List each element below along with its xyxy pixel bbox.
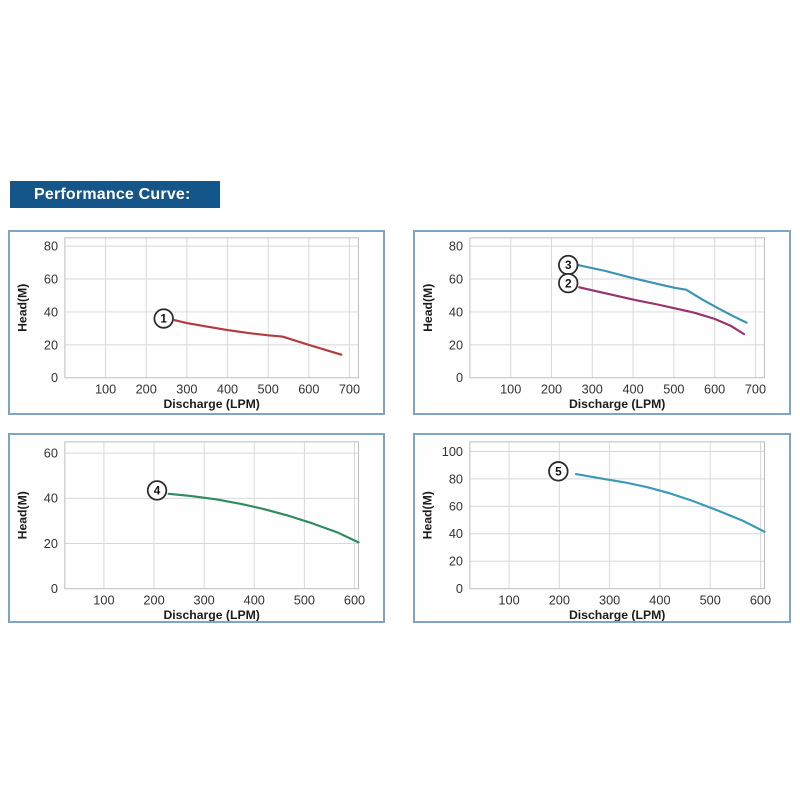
y-tick-label: 60 (449, 499, 463, 514)
y-tick-label: 20 (449, 554, 463, 569)
x-tick-label: 100 (498, 592, 519, 607)
curve-label-1: 1 (153, 308, 174, 329)
x-tick-label: 300 (176, 381, 197, 396)
x-tick-label: 100 (500, 381, 521, 396)
x-tick-label: 300 (582, 381, 603, 396)
y-axis-title: Head(M) (16, 284, 30, 332)
y-tick-label: 40 (44, 491, 58, 506)
y-tick-label: 80 (44, 239, 58, 254)
curve-label-number: 5 (555, 466, 562, 479)
plot-border (469, 237, 765, 379)
x-tick-label: 600 (704, 381, 725, 396)
curve-label-circle (153, 308, 174, 329)
y-tick-label: 0 (51, 370, 58, 385)
curve-2 (578, 286, 746, 336)
y-tick-label: 40 (449, 526, 463, 541)
section-title: Performance Curve: (34, 185, 191, 203)
curve-label-5: 5 (548, 461, 569, 482)
curve-label-circle (146, 480, 168, 501)
curve-label-4: 4 (146, 480, 168, 501)
y-tick-label: 80 (449, 471, 463, 486)
chart-curves-2-3: 100 200 300 400 500 600 700 0 20 40 60 80 3 2 Discharg… (421, 237, 766, 411)
y-tick-label: 80 (449, 239, 463, 254)
curve-label-circle (558, 272, 579, 294)
curve-label-number: 2 (565, 277, 572, 290)
chart-panel-curves-2-3: 100 200 300 400 500 600 700 0 20 40 60 80 3 2 Discharg… (413, 230, 791, 415)
y-tick-label: 40 (44, 304, 58, 319)
x-tick-label: 600 (298, 381, 319, 396)
x-axis-title: Discharge (LPM) (163, 397, 259, 411)
y-tick-label: 60 (44, 271, 58, 286)
x-axis-title: Discharge (LPM) (163, 608, 259, 621)
x-tick-label: 500 (294, 592, 315, 607)
plot-border (469, 441, 765, 590)
y-tick-label: 40 (449, 304, 463, 319)
x-tick-label: 700 (339, 381, 360, 396)
x-tick-label: 500 (700, 592, 721, 607)
y-tick-label: 20 (449, 337, 463, 352)
curve-label-3: 3 (558, 254, 579, 276)
curve-label-number: 3 (565, 259, 572, 272)
x-tick-label: 500 (258, 381, 279, 396)
y-axis-title: Head(M) (16, 491, 30, 539)
curve-label-circle (548, 461, 569, 482)
curve-label-2: 2 (558, 272, 579, 294)
y-axis-title: Head(M) (421, 284, 435, 332)
x-tick-label: 300 (599, 592, 620, 607)
y-axis-title: Head(M) (421, 491, 435, 539)
y-tick-label: 20 (44, 337, 58, 352)
x-tick-label: 100 (95, 381, 116, 396)
x-tick-label: 500 (663, 381, 684, 396)
x-axis-title: Discharge (LPM) (569, 608, 665, 621)
x-tick-label: 400 (244, 592, 265, 607)
y-tick-label: 0 (456, 370, 463, 385)
x-tick-label: 200 (143, 592, 164, 607)
x-tick-label: 400 (622, 381, 643, 396)
chart-panel-curve-4: 100 200 300 400 500 600 0 20 40 60 4 Discharge (LPM… (8, 433, 385, 623)
x-tick-label: 200 (136, 381, 157, 396)
curve-label-number: 1 (160, 313, 167, 326)
curve-4 (167, 492, 360, 544)
curve-1 (173, 319, 343, 356)
x-tick-label: 400 (217, 381, 238, 396)
curve-3 (576, 263, 748, 324)
chart-curve-1: 100 200 300 400 500 600 700 0 20 40 60 80 1 Discharge… (16, 237, 360, 411)
chart-curve-5: 100 200 300 400 500 600 0 20 40 60 80 100 5 Discharge… (421, 441, 771, 621)
x-tick-label: 200 (549, 592, 570, 607)
x-axis-title: Discharge (LPM) (569, 397, 665, 411)
y-tick-label: 60 (44, 446, 58, 461)
y-tick-label: 60 (449, 271, 463, 286)
curve-5 (574, 472, 766, 533)
x-tick-label: 600 (750, 592, 771, 607)
chart-curve-4: 100 200 300 400 500 600 0 20 40 60 4 Discharge (LPM… (16, 441, 365, 621)
curve-label-number: 4 (154, 485, 161, 498)
x-tick-label: 400 (649, 592, 670, 607)
y-tick-label: 0 (51, 581, 58, 596)
plot-border (64, 441, 360, 590)
y-tick-label: 0 (456, 581, 463, 596)
chart-panel-curve-1: 100 200 300 400 500 600 700 0 20 40 60 80 1 Discharge… (8, 230, 385, 415)
plot-border (64, 237, 359, 379)
x-tick-label: 200 (541, 381, 562, 396)
section-header: Performance Curve: (10, 181, 220, 208)
chart-panel-curve-5: 100 200 300 400 500 600 0 20 40 60 80 100 5 Discharge… (413, 433, 791, 623)
x-tick-label: 100 (93, 592, 114, 607)
x-tick-label: 600 (344, 592, 365, 607)
x-tick-label: 300 (194, 592, 215, 607)
x-tick-label: 700 (745, 381, 766, 396)
y-tick-label: 20 (44, 536, 58, 551)
y-tick-label: 100 (442, 444, 463, 459)
